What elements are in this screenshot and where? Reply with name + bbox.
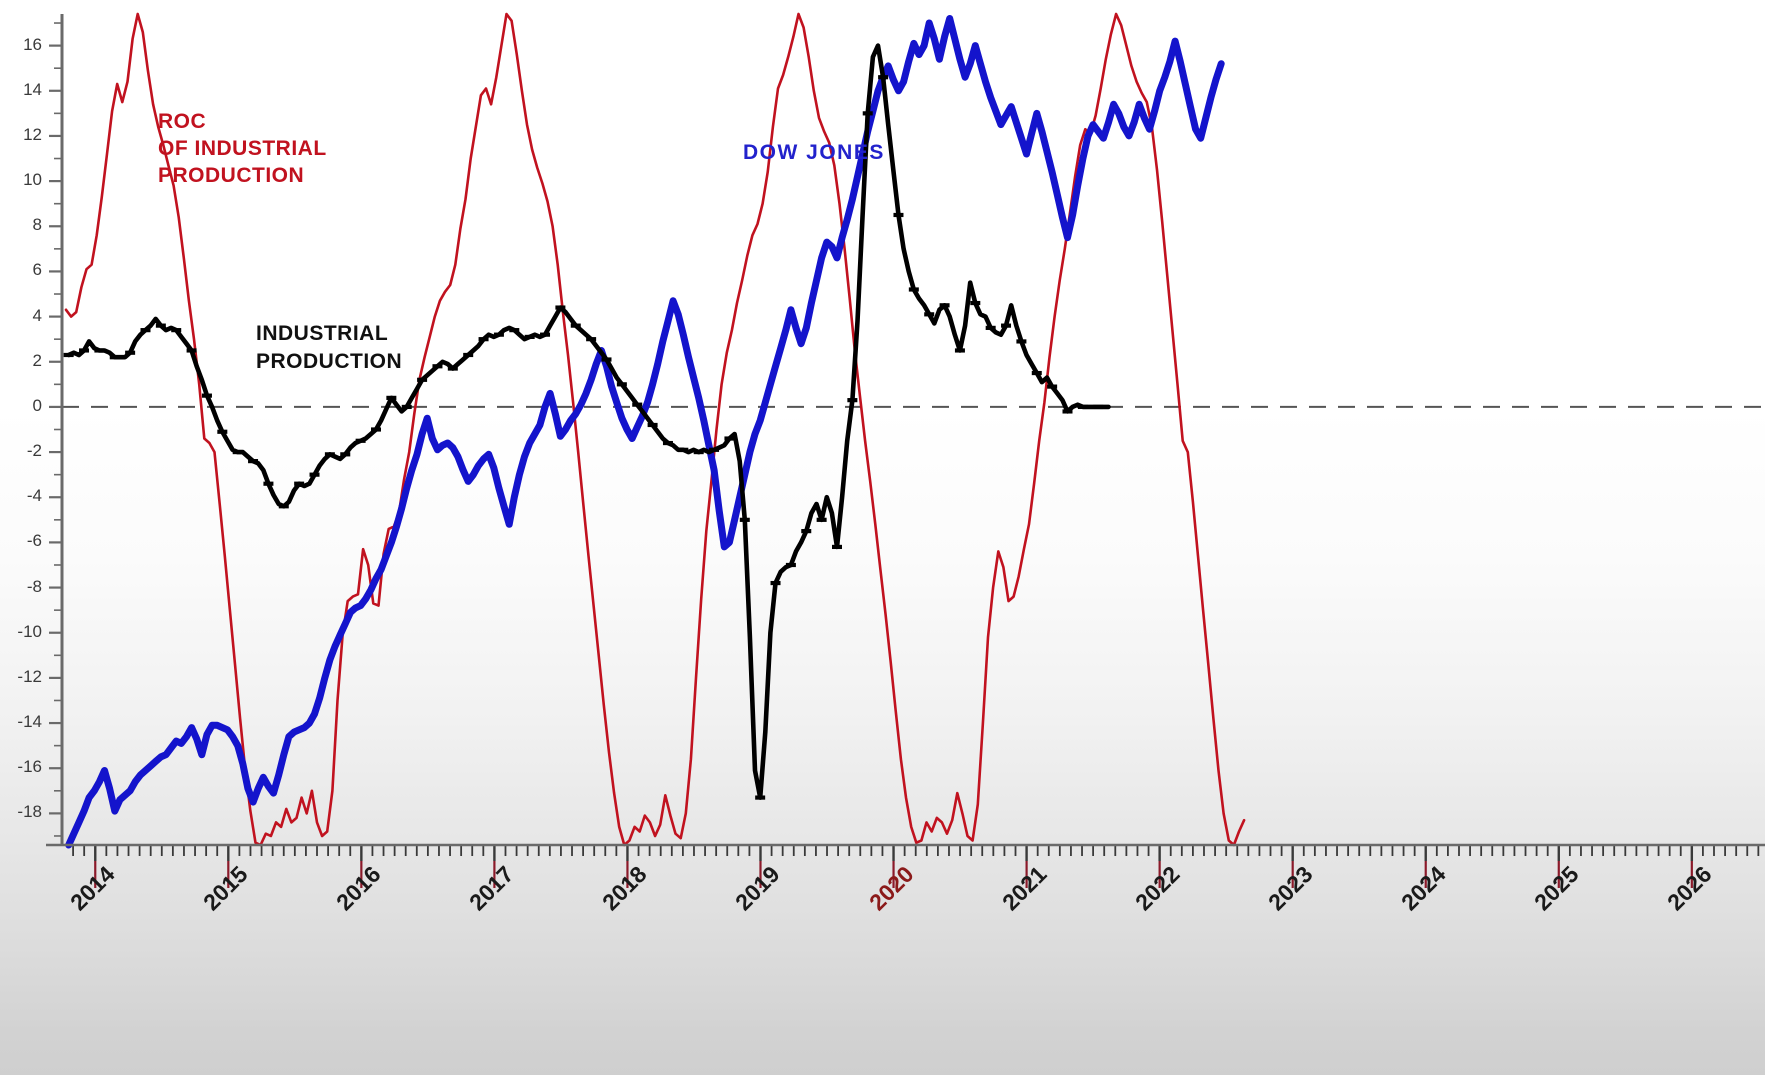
y-axis-tick-label: 14 bbox=[23, 79, 42, 99]
y-axis-tick-label: 2 bbox=[32, 350, 42, 370]
y-axis-tick-label: 10 bbox=[23, 170, 42, 190]
y-axis-tick-label: -10 bbox=[17, 621, 42, 641]
roc-label-line-1: ROC bbox=[158, 110, 207, 133]
y-axis-tick-label: -14 bbox=[17, 712, 42, 732]
y-axis-tick-label: -18 bbox=[17, 802, 42, 822]
dow-jones-label: DOW JONES bbox=[743, 141, 885, 164]
roc-of-industrial-production-label: ROC OF INDUSTRIAL PRODUCTION bbox=[158, 108, 327, 189]
y-axis-tick-label: 0 bbox=[32, 395, 42, 415]
y-axis-tick-label: 12 bbox=[23, 124, 42, 144]
roc-label-line-2: OF INDUSTRIAL bbox=[158, 137, 327, 160]
series-line bbox=[65, 15, 1225, 849]
series-group bbox=[63, 12, 1246, 849]
industrial-production-label: INDUSTRIAL PRODUCTION bbox=[256, 320, 402, 376]
y-axis-tick-label: -8 bbox=[26, 576, 42, 596]
y-axis-tick-label: 8 bbox=[32, 215, 42, 235]
y-axis-tick-label: -4 bbox=[26, 486, 42, 506]
y-axis-tick-label: 16 bbox=[23, 34, 42, 54]
y-axis-tick-label: 4 bbox=[32, 305, 42, 325]
series-line bbox=[64, 12, 1246, 847]
y-axis-tick-label: -2 bbox=[26, 441, 42, 461]
y-axis-tick-label: -6 bbox=[26, 531, 42, 551]
roc-label-line-3: PRODUCTION bbox=[158, 164, 305, 187]
ip-label-line-2: PRODUCTION bbox=[256, 350, 403, 373]
y-axis-tick-label: -12 bbox=[17, 666, 42, 686]
y-axis-tick-label: 6 bbox=[32, 260, 42, 280]
axis-lines-group bbox=[46, 14, 1765, 847]
y-axis-tick-label: -16 bbox=[17, 757, 42, 777]
ip-label-line-1: INDUSTRIAL bbox=[256, 322, 389, 345]
